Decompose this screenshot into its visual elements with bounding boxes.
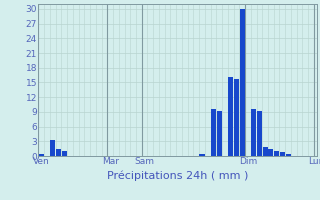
Bar xyxy=(199,154,204,156)
Bar xyxy=(39,154,44,156)
Bar xyxy=(50,140,55,156)
Bar xyxy=(274,151,279,156)
Bar xyxy=(240,9,245,156)
Bar xyxy=(217,111,222,156)
Bar xyxy=(251,109,256,156)
Bar xyxy=(211,109,216,156)
Bar xyxy=(56,149,61,156)
Bar xyxy=(234,79,239,156)
Bar xyxy=(257,111,262,156)
Bar xyxy=(228,77,233,156)
Bar xyxy=(280,152,285,156)
Bar xyxy=(262,147,268,156)
X-axis label: Précipitations 24h ( mm ): Précipitations 24h ( mm ) xyxy=(107,171,248,181)
Bar xyxy=(62,151,67,156)
Bar xyxy=(285,154,291,156)
Bar xyxy=(268,149,274,156)
